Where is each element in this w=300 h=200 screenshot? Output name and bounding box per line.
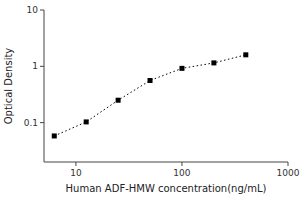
- point: [148, 78, 153, 83]
- y-axis: [44, 10, 45, 162]
- y-tick: [40, 122, 44, 123]
- y-tick-label: 10: [27, 5, 39, 15]
- x-tick-label: 10: [70, 168, 82, 178]
- series-line: [54, 55, 246, 136]
- chart: 10 100 1000 0.1 1 10 Human ADF-HMW concentrati…: [0, 0, 300, 200]
- x-axis: [44, 162, 288, 163]
- x-tick-label: 1000: [277, 168, 300, 178]
- point: [84, 119, 89, 124]
- y-tick: [40, 10, 44, 11]
- y-axis-label: Optical Density: [3, 48, 14, 125]
- plot-area: [52, 52, 249, 138]
- y-tick: [40, 66, 44, 67]
- x-axis-label: Human ADF-HMW concentration(ng/mL): [66, 183, 267, 194]
- x-tick: [288, 162, 289, 166]
- x-tick: [75, 162, 76, 166]
- x-tick-label: 100: [173, 168, 190, 178]
- point: [243, 52, 248, 57]
- point: [211, 60, 216, 65]
- point: [52, 133, 57, 138]
- y-tick-label: 0.1: [24, 118, 38, 128]
- x-tick: [181, 162, 182, 166]
- point: [179, 66, 184, 71]
- y-tick-label: 1: [32, 61, 38, 71]
- point: [116, 98, 121, 103]
